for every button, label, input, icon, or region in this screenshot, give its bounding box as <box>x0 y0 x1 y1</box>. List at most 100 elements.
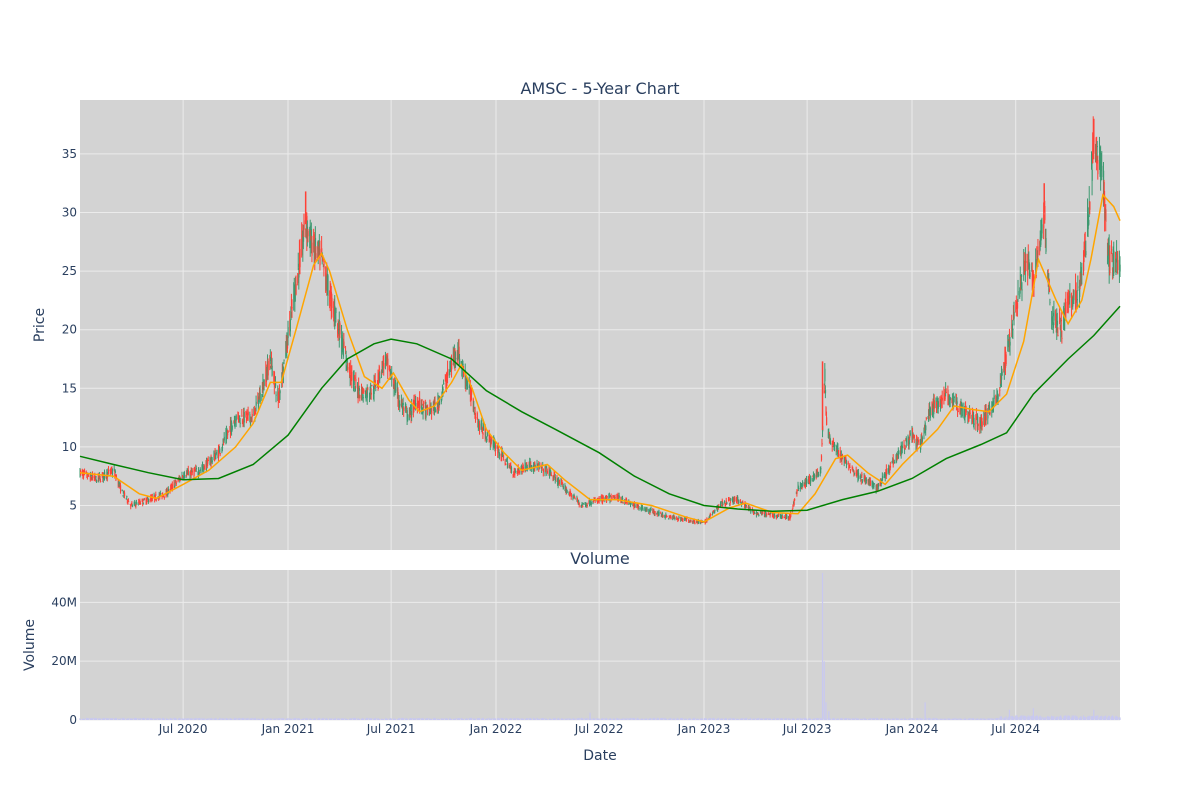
price-y-tick-label: 30 <box>62 206 77 220</box>
candle-body <box>746 506 748 508</box>
volume-bar <box>469 717 471 720</box>
candle-body <box>949 397 951 401</box>
candle-body <box>387 358 389 371</box>
candle-body <box>940 401 942 407</box>
volume-bar <box>219 718 221 720</box>
candle-body <box>87 476 89 478</box>
candle-body <box>601 496 603 498</box>
volume-bar <box>1081 718 1083 720</box>
volume-bar <box>778 718 780 720</box>
candle-body <box>222 447 224 449</box>
volume-bar <box>1065 715 1067 720</box>
candle-body <box>176 482 178 484</box>
candle-body <box>825 390 827 394</box>
candle-body <box>303 220 305 230</box>
candle-body <box>142 503 144 505</box>
volume-bar <box>438 719 441 720</box>
volume-bar <box>558 719 560 720</box>
candle-body <box>975 415 977 425</box>
volume-bar <box>773 717 775 720</box>
candle-body <box>467 386 469 388</box>
candle-body <box>1013 311 1015 319</box>
candle-body <box>1007 340 1009 348</box>
candle-body <box>435 409 437 413</box>
candle-body <box>923 431 925 435</box>
candle-body <box>1119 264 1121 272</box>
volume-bar <box>997 717 999 720</box>
candle-body <box>748 506 750 510</box>
candle-body <box>231 425 233 430</box>
candle-body <box>936 401 938 407</box>
candle-body <box>207 459 209 462</box>
volume-bar <box>710 718 712 720</box>
candle-body <box>517 468 519 474</box>
volume-bar <box>395 718 397 720</box>
candle-body <box>1103 182 1105 198</box>
volume-bar <box>586 717 588 720</box>
candle-body <box>760 511 762 513</box>
candle-body <box>215 455 217 460</box>
volume-bar <box>283 718 285 720</box>
volume-bar <box>263 719 265 720</box>
candle-body <box>353 377 355 386</box>
candle-body <box>738 500 740 503</box>
candle-body <box>355 379 357 382</box>
volume-bar <box>1009 715 1011 720</box>
volume-bar <box>855 717 857 720</box>
candle-body <box>945 392 947 394</box>
candle-body <box>609 500 611 502</box>
candle-body <box>1037 246 1039 256</box>
candle-body <box>630 502 632 504</box>
candle-body <box>279 390 281 394</box>
candle-body <box>1076 299 1078 301</box>
candle-body <box>578 503 580 505</box>
candle-body <box>646 508 648 511</box>
volume-bar <box>570 719 572 720</box>
candle-body <box>505 463 507 465</box>
candle-body <box>235 415 237 421</box>
candle-body <box>838 453 840 457</box>
candle-body <box>503 454 505 458</box>
candle-body <box>886 468 888 477</box>
candle-body <box>100 481 102 483</box>
volume-bar <box>689 718 691 720</box>
candle-body <box>349 365 351 375</box>
volume-bar <box>335 718 337 720</box>
volume-bar <box>83 719 86 720</box>
candle-body <box>1017 290 1019 296</box>
candle-body <box>668 518 670 520</box>
volume-bar <box>730 717 732 720</box>
candle-body <box>421 399 423 402</box>
candle-body <box>113 468 115 471</box>
volume-bar <box>351 718 353 720</box>
candle-body <box>164 496 166 498</box>
candle-body <box>941 397 943 401</box>
volume-bar <box>251 717 253 720</box>
volume-bar <box>618 718 620 720</box>
candle-body <box>219 448 221 453</box>
candle-body <box>483 425 485 431</box>
volume-bar <box>1025 716 1027 720</box>
candle-body <box>973 423 975 425</box>
candle-body <box>443 382 445 385</box>
candle-body <box>769 513 771 516</box>
candle-body <box>674 518 676 520</box>
volume-bar <box>103 717 106 720</box>
candle-body <box>915 442 917 446</box>
candle-body <box>239 422 241 424</box>
candle-body <box>124 492 126 497</box>
candle-body <box>132 505 134 507</box>
candle-body <box>956 401 958 405</box>
candle-body <box>1012 329 1014 331</box>
candle-body <box>238 414 240 421</box>
candle-body <box>842 457 844 459</box>
candle-body <box>140 502 142 505</box>
candle-body <box>287 327 289 339</box>
candle-body <box>846 462 848 466</box>
volume-bar <box>714 719 716 720</box>
candle-body <box>102 473 104 479</box>
candle-body <box>411 404 413 416</box>
candle-body <box>724 500 726 503</box>
volume-bar <box>242 717 244 720</box>
volume-bar <box>275 718 277 720</box>
